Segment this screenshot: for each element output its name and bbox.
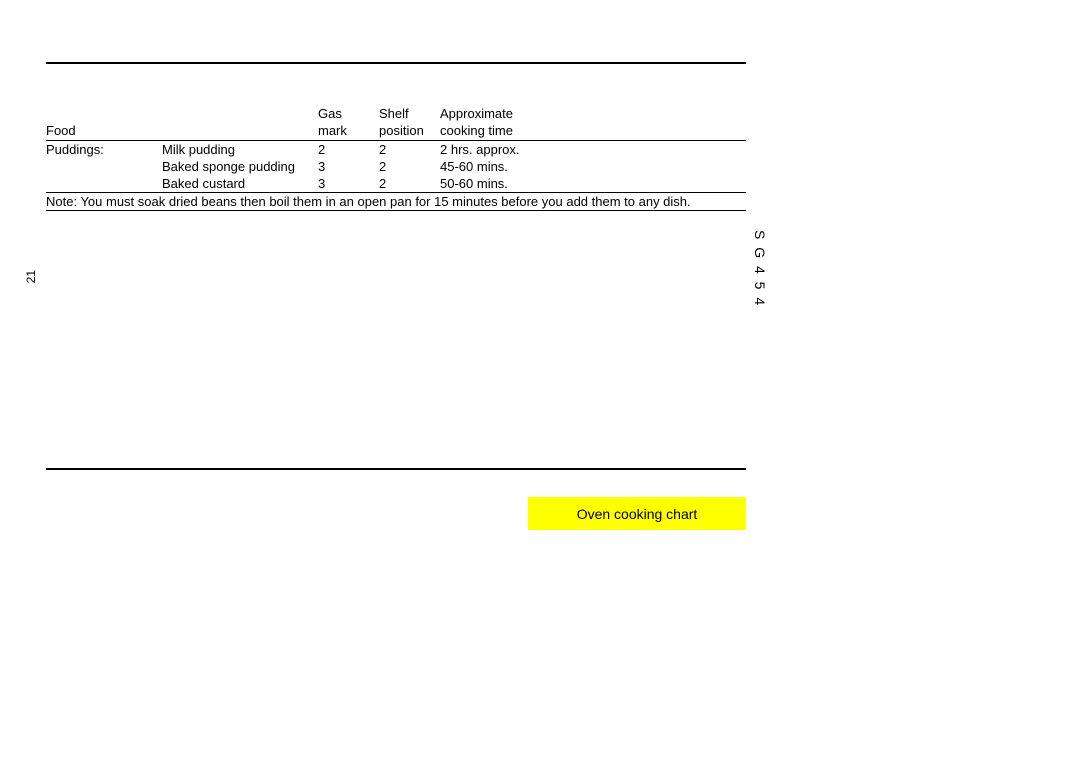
content-area: Gas Shelf Approximate Food mark position… — [46, 62, 746, 211]
top-rule — [46, 62, 746, 64]
cell-gas: 2 — [318, 141, 379, 159]
cell-shelf: 2 — [379, 141, 440, 159]
cell-item: Milk pudding — [162, 141, 318, 159]
cell-category: Puddings: — [46, 141, 162, 159]
table-row: Puddings: Milk pudding 2 2 2 hrs. approx… — [46, 141, 746, 159]
header-time-line2: cooking time — [440, 123, 746, 141]
header-time-line1: Approximate — [440, 106, 746, 123]
header-gas-line2: mark — [318, 123, 379, 141]
note-row: Note: You must soak dried beans then boi… — [46, 193, 746, 211]
table-row: Baked sponge pudding 3 2 45-60 mins. — [46, 158, 746, 175]
cell-time: 50-60 mins. — [440, 175, 746, 193]
header-shelf-line1: Shelf — [379, 106, 440, 123]
page-number: 21 — [24, 270, 38, 283]
callout-label: Oven cooking chart — [528, 497, 746, 530]
cell-time: 45-60 mins. — [440, 158, 746, 175]
bottom-rule — [46, 468, 746, 470]
table-row: Baked custard 3 2 50-60 mins. — [46, 175, 746, 193]
model-label: S G 4 5 4 — [752, 230, 768, 307]
cooking-chart-table: Gas Shelf Approximate Food mark position… — [46, 106, 746, 211]
header-food: Food — [46, 123, 162, 141]
note-text: Note: You must soak dried beans then boi… — [46, 193, 746, 211]
cell-item: Baked sponge pudding — [162, 158, 318, 175]
table-body: Puddings: Milk pudding 2 2 2 hrs. approx… — [46, 141, 746, 211]
table-header: Gas Shelf Approximate Food mark position… — [46, 106, 746, 141]
header-gas-line1: Gas — [318, 106, 379, 123]
cell-shelf: 2 — [379, 175, 440, 193]
cell-gas: 3 — [318, 175, 379, 193]
cell-item: Baked custard — [162, 175, 318, 193]
cell-time: 2 hrs. approx. — [440, 141, 746, 159]
cell-shelf: 2 — [379, 158, 440, 175]
cell-category — [46, 158, 162, 175]
cell-category — [46, 175, 162, 193]
cell-gas: 3 — [318, 158, 379, 175]
header-shelf-line2: position — [379, 123, 440, 141]
